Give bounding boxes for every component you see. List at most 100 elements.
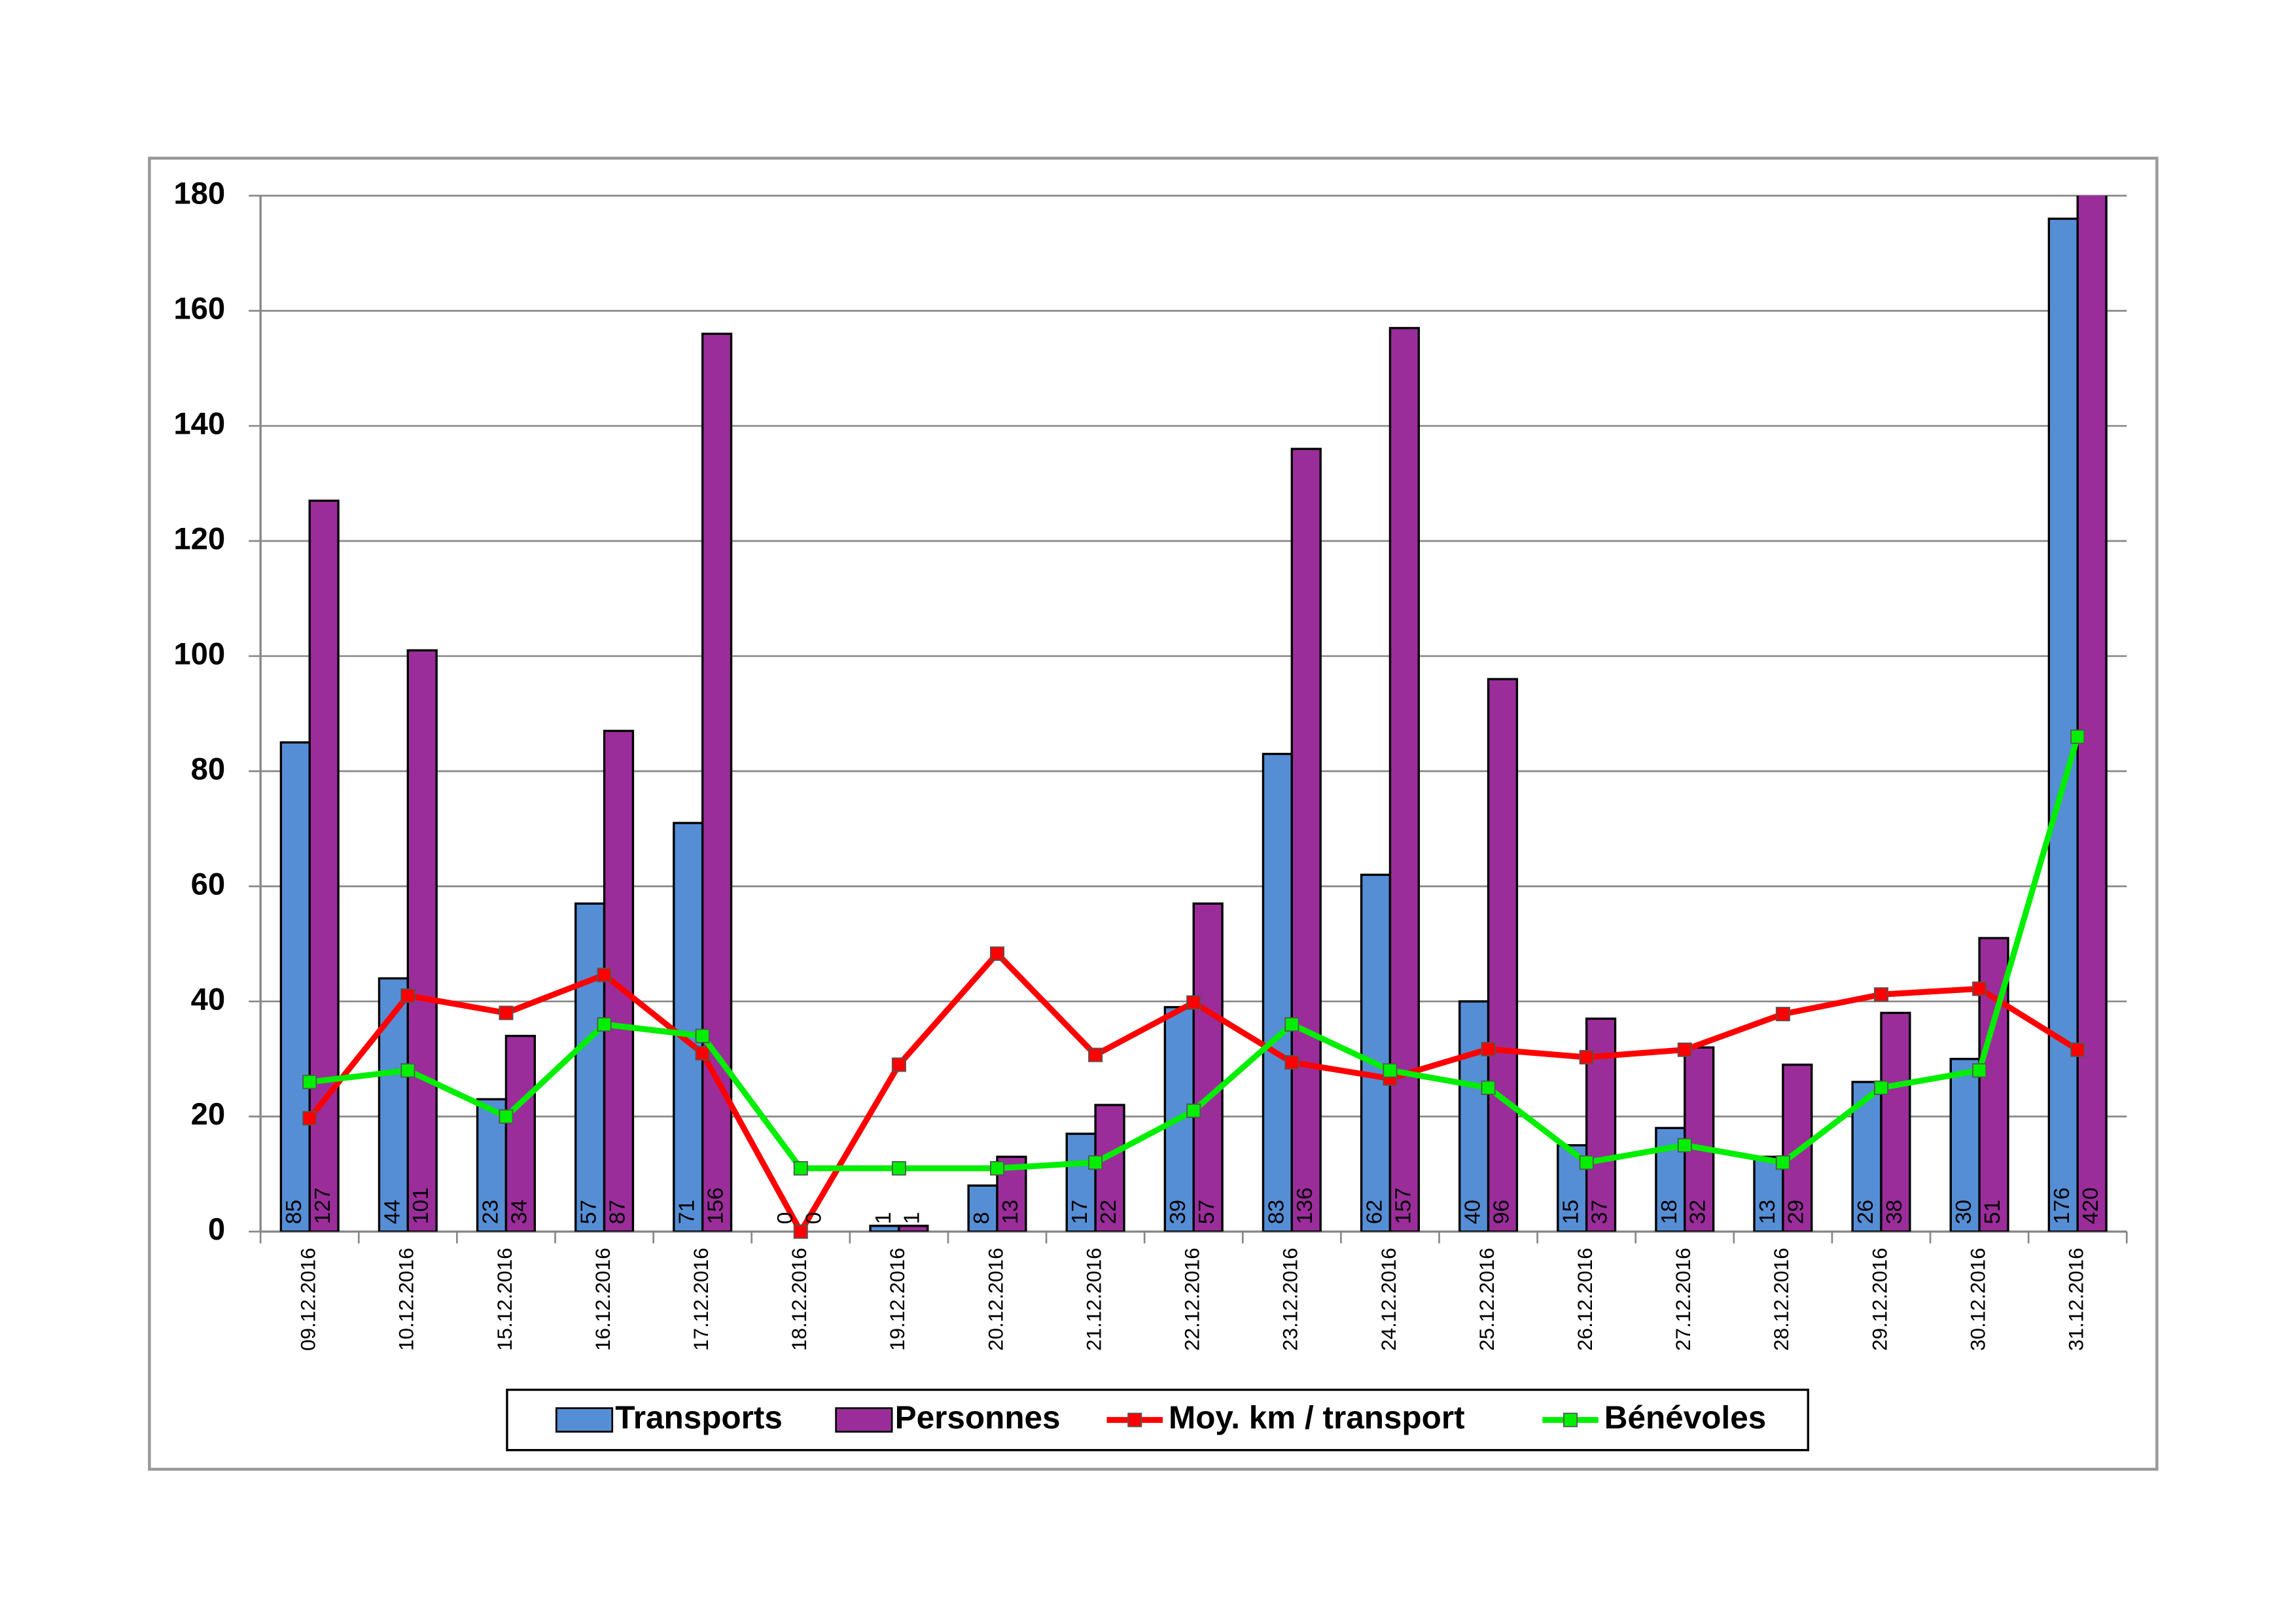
bar (406, 649, 438, 1232)
bar (898, 1225, 929, 1232)
data-label: 57 (576, 1200, 601, 1225)
bar (1360, 873, 1392, 1232)
data-label: 23 (478, 1200, 503, 1225)
y-tick-label: 80 (191, 752, 226, 786)
x-tick-label: 23.12.2016 (1279, 1248, 1302, 1351)
marker (400, 1063, 415, 1078)
marker (2070, 729, 2085, 744)
x-tick-label: 10.12.2016 (395, 1248, 418, 1351)
data-label: 62 (1362, 1200, 1386, 1225)
bar (574, 902, 606, 1232)
data-label: 176 (2049, 1187, 2074, 1224)
marker (400, 988, 415, 1003)
data-label: 71 (675, 1200, 699, 1225)
marker (793, 1224, 808, 1239)
marker (1088, 1155, 1103, 1170)
marker (597, 968, 612, 983)
marker (302, 1074, 317, 1089)
marker (1677, 1042, 1692, 1057)
y-tick-label: 140 (173, 407, 225, 442)
legend-swatch (835, 1407, 893, 1433)
legend-swatch (555, 1407, 614, 1433)
x-tick-label: 17.12.2016 (689, 1248, 713, 1351)
x-tick-label: 18.12.2016 (787, 1248, 811, 1351)
marker (989, 946, 1005, 961)
data-label: 87 (605, 1200, 629, 1225)
marker (1284, 1055, 1299, 1070)
marker (793, 1161, 808, 1176)
marker (1088, 1047, 1103, 1062)
chart-border (148, 156, 2159, 1471)
marker (1481, 1080, 1496, 1095)
data-label: 32 (1686, 1200, 1710, 1225)
data-label: 30 (1951, 1200, 1976, 1225)
marker (597, 1017, 612, 1032)
marker (499, 1005, 514, 1021)
y-tick-label: 40 (191, 982, 226, 1017)
legend-marker (1127, 1412, 1142, 1427)
marker (1186, 995, 1201, 1010)
x-tick-label: 16.12.2016 (591, 1248, 614, 1351)
bar (1290, 447, 1322, 1232)
bar (673, 822, 704, 1232)
legend-label: Personnes (895, 1400, 1061, 1436)
marker (1383, 1063, 1398, 1078)
marker (1579, 1050, 1594, 1065)
data-label: 13 (998, 1200, 1023, 1225)
x-tick-label: 29.12.2016 (1867, 1248, 1891, 1351)
y-tick-label: 120 (173, 521, 225, 556)
data-label: 96 (1489, 1200, 1513, 1225)
legend-label: Moy. km / transport (1169, 1400, 1465, 1436)
x-tick-label: 24.12.2016 (1377, 1248, 1400, 1351)
bar (1487, 678, 1519, 1232)
data-label: 15 (1559, 1200, 1583, 1225)
bar (1880, 1011, 1911, 1232)
marker (302, 1111, 317, 1126)
marker (989, 1161, 1005, 1176)
x-tick-label: 26.12.2016 (1573, 1248, 1597, 1351)
data-label: 1 (871, 1212, 896, 1225)
marker (1579, 1155, 1594, 1170)
data-label: 57 (1194, 1200, 1219, 1225)
marker (1972, 981, 1987, 996)
marker (1481, 1041, 1496, 1056)
y-tick-label: 60 (191, 867, 226, 901)
data-label: 420 (2078, 1187, 2103, 1224)
x-tick-label: 22.12.2016 (1180, 1248, 1204, 1351)
data-label: 39 (1165, 1200, 1190, 1225)
x-tick-label: 25.12.2016 (1475, 1248, 1498, 1351)
y-tick-label: 100 (173, 637, 225, 671)
marker (1775, 1007, 1790, 1022)
marker (499, 1109, 514, 1124)
marker (1873, 987, 1889, 1002)
marker (1775, 1155, 1790, 1170)
data-label: 8 (969, 1212, 994, 1225)
marker (1873, 1080, 1889, 1095)
bar (869, 1225, 900, 1232)
data-label: 136 (1292, 1187, 1317, 1224)
data-label: 85 (281, 1200, 306, 1225)
marker (2070, 1042, 2085, 1057)
marker (891, 1057, 906, 1072)
data-label: 37 (1587, 1200, 1612, 1225)
marker (695, 1028, 710, 1043)
data-label: 127 (310, 1187, 335, 1224)
y-tick-label: 20 (191, 1097, 226, 1132)
data-label: 0 (773, 1212, 798, 1225)
data-label: 13 (1755, 1200, 1780, 1225)
marker (1186, 1103, 1201, 1118)
bar (1949, 1058, 1981, 1232)
bar (2047, 217, 2079, 1232)
data-label: 18 (1657, 1200, 1682, 1225)
marker (1284, 1017, 1299, 1032)
data-label: 44 (380, 1200, 404, 1225)
data-label: 29 (1784, 1200, 1809, 1225)
bar (1458, 1000, 1490, 1232)
x-tick-label: 09.12.2016 (296, 1248, 320, 1351)
x-tick-label: 20.12.2016 (983, 1248, 1007, 1351)
data-label: 22 (1096, 1200, 1121, 1225)
y-tick-label: 0 (208, 1212, 225, 1247)
x-tick-label: 15.12.2016 (493, 1248, 516, 1351)
bar (504, 1034, 536, 1232)
